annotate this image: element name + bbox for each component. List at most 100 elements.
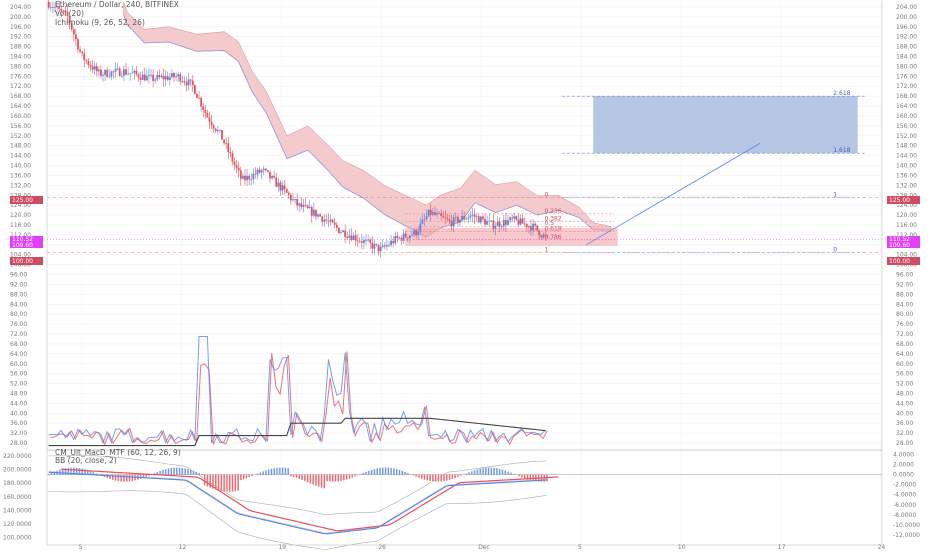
y-tick-right: 72.00 bbox=[896, 331, 913, 338]
candle-body bbox=[83, 53, 85, 60]
macd-histogram-bar bbox=[162, 470, 164, 475]
candle-body bbox=[96, 66, 98, 71]
macd-histogram-bar bbox=[338, 475, 340, 482]
macd-histogram-bar bbox=[293, 475, 295, 477]
y-tick-left: 28.00 bbox=[10, 440, 27, 447]
candle-body bbox=[261, 170, 263, 172]
candle-body bbox=[286, 189, 288, 193]
macd-histogram-bar bbox=[159, 471, 161, 475]
candle-body bbox=[321, 216, 323, 221]
candle-body bbox=[497, 222, 499, 226]
macd-histogram-bar bbox=[48, 474, 50, 475]
candle-body bbox=[284, 185, 286, 189]
macd-histogram-bar bbox=[343, 475, 345, 481]
y-tick-left: 36.00 bbox=[10, 420, 27, 427]
y-tick-left: 88.00 bbox=[10, 291, 27, 298]
candle-body bbox=[434, 212, 436, 215]
candle-body bbox=[503, 220, 505, 226]
candle-body bbox=[428, 210, 430, 217]
y-tick-right: 96.00 bbox=[896, 272, 913, 279]
candle-body bbox=[305, 205, 307, 206]
y-tick-left: 168.00 bbox=[10, 93, 31, 100]
candle-body bbox=[198, 98, 200, 99]
macd-tick-left: 120.0000 bbox=[3, 521, 32, 528]
macd-histogram-bar bbox=[524, 475, 526, 479]
candle-body bbox=[190, 79, 192, 80]
macd-tick-right: -10.0000 bbox=[893, 522, 920, 529]
macd-histogram-bar bbox=[379, 468, 381, 475]
candle-body bbox=[424, 219, 426, 220]
y-tick-left: 120.00 bbox=[10, 212, 31, 219]
candle-body bbox=[547, 236, 549, 237]
macd-histogram-bar bbox=[315, 475, 317, 486]
candle-body bbox=[173, 73, 175, 77]
macd-histogram-bar bbox=[179, 468, 181, 475]
macd-histogram-bar bbox=[421, 475, 423, 479]
y-tick-right: 132.00 bbox=[896, 182, 917, 189]
candle-body bbox=[403, 234, 405, 241]
y-tick-left: 44.00 bbox=[10, 400, 27, 407]
macd-tick-right: -4.0000 bbox=[893, 492, 916, 499]
candle-body bbox=[355, 235, 357, 240]
y-tick-right: 196.00 bbox=[896, 24, 917, 31]
candle-body bbox=[113, 71, 115, 72]
candle-body bbox=[520, 218, 522, 224]
candle-body bbox=[110, 71, 112, 76]
candle-body bbox=[179, 74, 181, 81]
candle-body bbox=[325, 220, 327, 221]
y-tick-left: 132.00 bbox=[10, 182, 31, 189]
candle-body bbox=[363, 240, 365, 243]
candle-body bbox=[346, 237, 348, 238]
macd-histogram-bar bbox=[363, 473, 365, 475]
macd-histogram-bar bbox=[262, 471, 264, 474]
candle-body bbox=[221, 130, 223, 140]
candle-body bbox=[88, 61, 90, 65]
candle-body bbox=[396, 236, 398, 238]
candle-body bbox=[419, 224, 421, 232]
macd-tick-left: 140.0000 bbox=[3, 507, 32, 514]
candle-body bbox=[328, 221, 330, 222]
price-tag-top-left-label: 125.00 bbox=[12, 197, 33, 204]
candle-body bbox=[194, 85, 196, 94]
candle-body bbox=[386, 245, 388, 246]
candle-body bbox=[127, 74, 129, 75]
macd-histogram-bar bbox=[360, 474, 362, 475]
candle-body bbox=[342, 231, 344, 232]
candle-body bbox=[524, 224, 526, 225]
macd-histogram-bar bbox=[201, 474, 203, 475]
projection-level-label: 2.618 bbox=[833, 90, 850, 97]
y-tick-right: 68.00 bbox=[896, 341, 913, 348]
y-tick-left: 32.00 bbox=[10, 430, 27, 437]
macd-histogram-bar bbox=[321, 475, 323, 488]
y-tick-right: 84.00 bbox=[896, 301, 913, 308]
macd-histogram-bar bbox=[418, 475, 420, 478]
y-tick-right: 88.00 bbox=[896, 291, 913, 298]
y-tick-right: 204.00 bbox=[896, 4, 917, 11]
y-tick-left: 116.00 bbox=[10, 222, 31, 229]
candle-body bbox=[426, 216, 428, 219]
y-tick-right: 36.00 bbox=[896, 420, 913, 427]
y-tick-left: 176.00 bbox=[10, 73, 31, 80]
candle-body bbox=[461, 216, 463, 220]
macd-histogram-bar bbox=[374, 469, 376, 475]
fib-zone bbox=[405, 228, 617, 246]
candle-body bbox=[75, 34, 77, 39]
y-tick-right: 180.00 bbox=[896, 63, 917, 70]
y-tick-left: 192.00 bbox=[10, 34, 31, 41]
candle-body bbox=[184, 81, 186, 82]
macd-histogram-bar bbox=[457, 475, 459, 477]
candle-body bbox=[307, 205, 309, 208]
candle-body bbox=[376, 244, 378, 245]
candle-body bbox=[334, 223, 336, 225]
candle-body bbox=[453, 217, 455, 226]
candle-body bbox=[478, 216, 480, 222]
macd-histogram-bar bbox=[368, 471, 370, 475]
macd-histogram-bar bbox=[176, 468, 178, 475]
candle-body bbox=[392, 241, 394, 243]
macd-histogram-bar bbox=[287, 468, 289, 474]
macd-histogram-bar bbox=[246, 475, 248, 479]
y-tick-left: 48.00 bbox=[10, 390, 27, 397]
macd-histogram-bar bbox=[229, 475, 231, 492]
